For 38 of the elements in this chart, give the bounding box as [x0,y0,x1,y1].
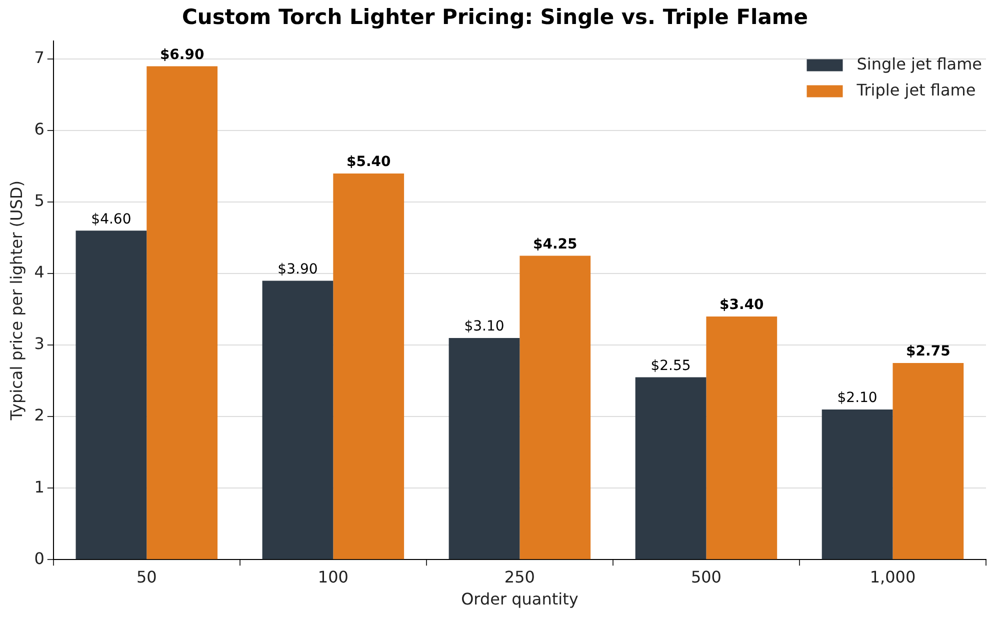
x-tick-label: 50 [136,567,157,586]
y-tick-label: 3 [34,334,44,354]
x-axis-title: Order quantity [461,590,578,609]
bar [146,66,218,560]
bar [520,256,591,560]
bar [333,173,404,560]
data-label: $2.75 [906,344,950,360]
data-label: $2.55 [650,358,691,374]
data-label: $5.40 [346,154,391,170]
bar [635,377,706,560]
bar [448,338,520,560]
bar [892,362,964,560]
x-tick-label: 500 [690,567,722,586]
data-label: $4.25 [532,236,578,252]
y-tick-label: 6 [34,120,44,139]
x-tick-label: 1,000 [870,567,916,586]
y-tick-label: 0 [34,548,44,568]
y-tick-label: 5 [34,191,44,210]
data-label: $3.10 [464,318,504,335]
data-label: $3.90 [278,261,318,278]
bar [706,316,778,560]
legend-label: Single jet flame [856,54,982,74]
bar [76,230,147,560]
y-tick-label: 2 [34,406,44,425]
y-tick-label: 7 [34,48,44,68]
data-label: $4.60 [91,211,132,228]
x-tick-label: 250 [504,567,535,586]
y-axis-title: Typical price per lighter (USD) [6,180,26,422]
data-label: $2.10 [837,390,878,406]
bar [262,280,334,560]
data-label: $3.40 [720,297,764,314]
chart-title: Custom Torch Lighter Pricing: Single vs. Triple Flame [182,5,808,30]
y-tick-label: 1 [34,477,44,496]
y-tick-label: 4 [34,262,44,282]
data-label: $6.90 [160,46,204,63]
x-tick-label: 100 [318,567,348,586]
legend-label: Triple jet flame [856,80,976,100]
bar [822,409,893,560]
